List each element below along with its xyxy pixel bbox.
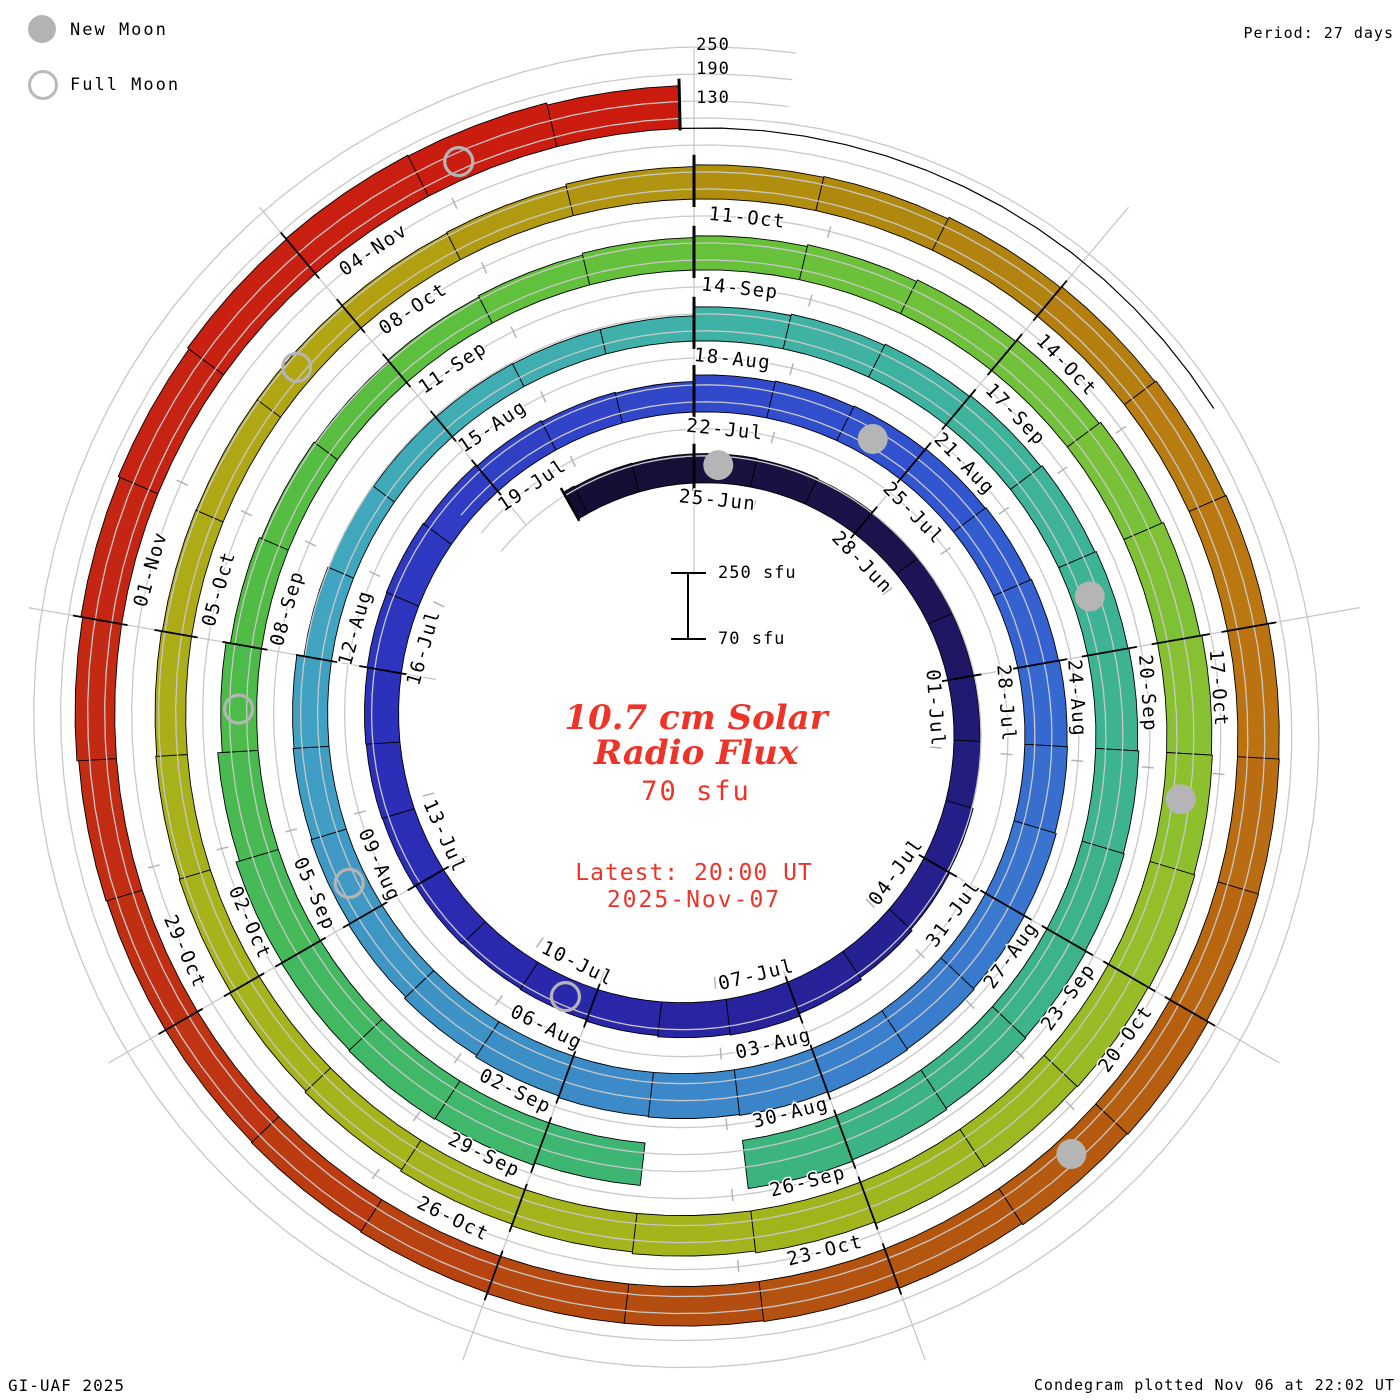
flux-scale-tick-bottom (671, 638, 706, 640)
flux-scale-max-label: 250 sfu (718, 563, 797, 583)
moon-markers (223, 146, 1196, 1170)
footer-plot-timestamp: Condegram plotted Nov 06 at 22:02 UT (1033, 1376, 1395, 1394)
full-moon-legend-label: Full Moon (70, 75, 181, 95)
new-moon-marker (857, 423, 888, 454)
date-label: 14-Sep (700, 273, 780, 303)
full-moon-marker (443, 146, 475, 178)
radial-axis-label-130: 130 (696, 88, 730, 108)
date-label: 28-Jul (992, 664, 1019, 743)
baseline-extension-arc (680, 127, 1215, 409)
date-label: 20-Sep (1134, 654, 1161, 733)
minor-stub-ticks (147, 197, 1225, 1272)
new-moon-marker (1074, 581, 1105, 612)
period-label: Period: 27 days (1243, 24, 1394, 42)
flux-scale-bar (687, 573, 689, 640)
footer-credit: GI-UAF 2025 (8, 1376, 125, 1395)
new-moon-icon (28, 15, 56, 43)
date-label: 18-Aug (693, 344, 773, 374)
date-label: 11-Oct (708, 203, 788, 233)
full-moon-marker (549, 980, 582, 1013)
new-moon-marker (703, 450, 734, 481)
flux-gridlines (33, 46, 1320, 1369)
full-moon-marker (223, 693, 255, 725)
flux-scale-tick-top (671, 572, 706, 574)
date-label: 25-Jun (678, 485, 758, 515)
day-ticks (72, 78, 1277, 1301)
new-moon-marker (1165, 784, 1196, 815)
date-label: 22-Jul (685, 415, 765, 445)
new-moon-marker (1056, 1139, 1087, 1170)
latest-date-label: 2025-Nov-07 (606, 887, 782, 913)
chart-title-line2: Radio Flux (593, 733, 799, 773)
full-moon-marker (281, 351, 313, 383)
flux-scale-min-label: 70 sfu (718, 629, 786, 649)
flux-band-segments (74, 85, 1280, 1327)
new-moon-legend-label: New Moon (70, 20, 168, 40)
radial-axis-label-250: 250 (696, 35, 730, 55)
latest-time-label: Latest: 20:00 UT (575, 860, 813, 886)
radial-axis-label-190: 190 (696, 59, 730, 79)
current-flux-value: 70 sfu (641, 776, 751, 807)
full-moon-marker (333, 867, 365, 899)
full-moon-icon (28, 70, 58, 100)
date-label: 01-Jul (922, 669, 949, 748)
chart-title-line1: 10.7 cm Solar (564, 698, 828, 738)
